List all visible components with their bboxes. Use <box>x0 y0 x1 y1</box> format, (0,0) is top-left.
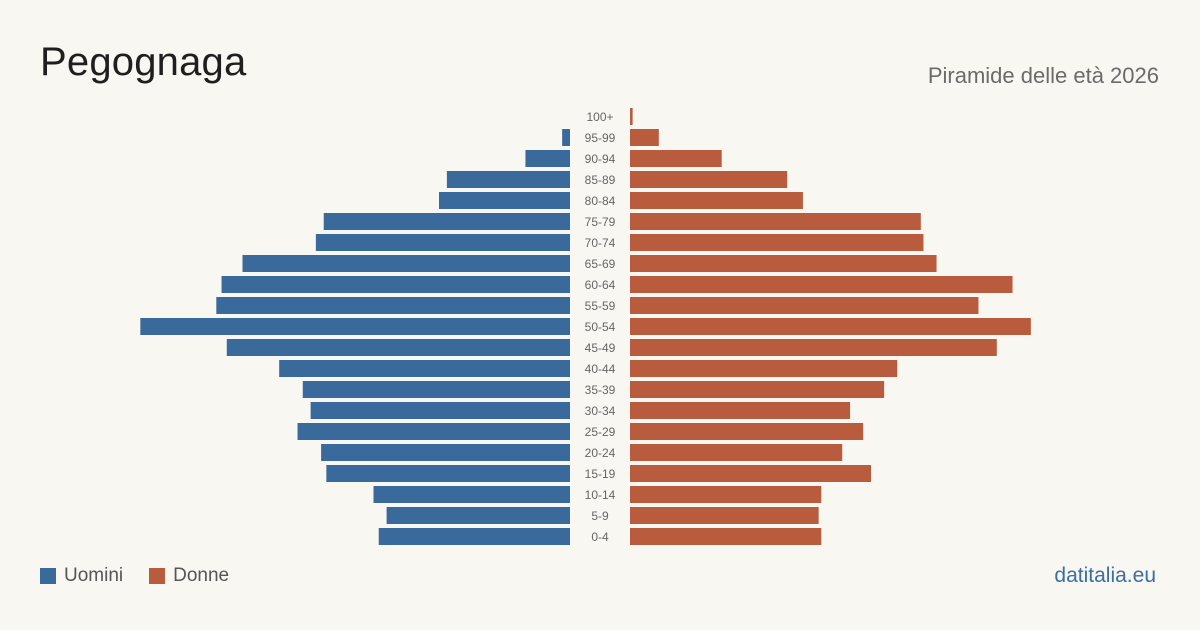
bar-women-15-19 <box>630 465 872 482</box>
bar-men-50-54 <box>140 318 570 335</box>
legend-label-women: Donne <box>173 565 230 586</box>
age-label-75-79: 75-79 <box>585 215 616 229</box>
bar-women-5-9 <box>630 507 819 524</box>
bar-women-25-29 <box>630 423 864 440</box>
bar-women-30-34 <box>630 402 851 419</box>
bar-men-75-79 <box>323 213 570 230</box>
bar-women-95-99 <box>630 129 659 146</box>
bar-women-20-24 <box>630 444 843 461</box>
bar-women-10-14 <box>630 486 822 503</box>
age-label-20-24: 20-24 <box>585 446 616 460</box>
bar-women-55-59 <box>630 297 979 314</box>
age-label-95-99: 95-99 <box>585 131 616 145</box>
bar-women-80-84 <box>630 192 803 209</box>
age-label-5-9: 5-9 <box>591 509 609 523</box>
bar-women-60-64 <box>630 276 1013 293</box>
age-label-50-54: 50-54 <box>585 320 616 334</box>
bar-women-50-54 <box>630 318 1031 335</box>
brand-link[interactable]: datitalia.eu <box>1054 564 1156 587</box>
age-label-0-4: 0-4 <box>591 530 609 544</box>
legend-item-women: Donne <box>149 565 229 587</box>
bar-men-90-94 <box>525 150 570 167</box>
bar-men-40-44 <box>279 360 570 377</box>
bar-women-100+ <box>630 108 633 125</box>
age-label-65-69: 65-69 <box>585 257 616 271</box>
bar-women-75-79 <box>630 213 921 230</box>
age-label-90-94: 90-94 <box>585 152 616 166</box>
bar-women-40-44 <box>630 360 898 377</box>
bar-men-85-89 <box>446 171 570 188</box>
chart-title: Pegognaga <box>40 40 247 84</box>
age-label-100+: 100+ <box>586 110 613 124</box>
bar-men-30-34 <box>310 402 570 419</box>
bar-men-80-84 <box>439 192 570 209</box>
bar-men-15-19 <box>326 465 570 482</box>
bar-women-45-49 <box>630 339 997 356</box>
bar-women-85-89 <box>630 171 788 188</box>
age-label-55-59: 55-59 <box>585 299 616 313</box>
bar-men-55-59 <box>216 297 571 314</box>
bar-men-70-74 <box>315 234 570 251</box>
age-label-15-19: 15-19 <box>585 467 616 481</box>
age-label-35-39: 35-39 <box>585 383 616 397</box>
bar-men-25-29 <box>297 423 570 440</box>
bar-women-0-4 <box>630 528 822 545</box>
bar-men-95-99 <box>562 129 570 146</box>
age-label-70-74: 70-74 <box>585 236 616 250</box>
age-label-30-34: 30-34 <box>585 404 616 418</box>
bar-women-90-94 <box>630 150 722 167</box>
legend-swatch-women <box>149 568 166 584</box>
age-label-85-89: 85-89 <box>585 173 616 187</box>
bar-women-35-39 <box>630 381 885 398</box>
legend: Uomini Donne <box>40 565 255 587</box>
bar-men-5-9 <box>386 507 570 524</box>
age-label-60-64: 60-64 <box>585 278 616 292</box>
legend-item-men: Uomini <box>40 565 123 587</box>
bar-women-65-69 <box>630 255 937 272</box>
bar-men-20-24 <box>321 444 570 461</box>
bar-men-35-39 <box>302 381 570 398</box>
age-label-45-49: 45-49 <box>585 341 616 355</box>
bar-men-0-4 <box>378 528 570 545</box>
age-label-40-44: 40-44 <box>585 362 616 376</box>
bar-women-70-74 <box>630 234 924 251</box>
age-label-10-14: 10-14 <box>585 488 616 502</box>
legend-label-men: Uomini <box>64 565 124 586</box>
bar-men-45-49 <box>226 339 570 356</box>
bar-men-65-69 <box>242 255 570 272</box>
chart-subtitle: Piramide delle età 2026 <box>927 63 1159 88</box>
legend-swatch-men <box>40 568 56 584</box>
bar-men-60-64 <box>221 276 571 293</box>
age-label-25-29: 25-29 <box>585 425 616 439</box>
bar-men-10-14 <box>373 486 570 503</box>
age-label-80-84: 80-84 <box>585 194 616 208</box>
